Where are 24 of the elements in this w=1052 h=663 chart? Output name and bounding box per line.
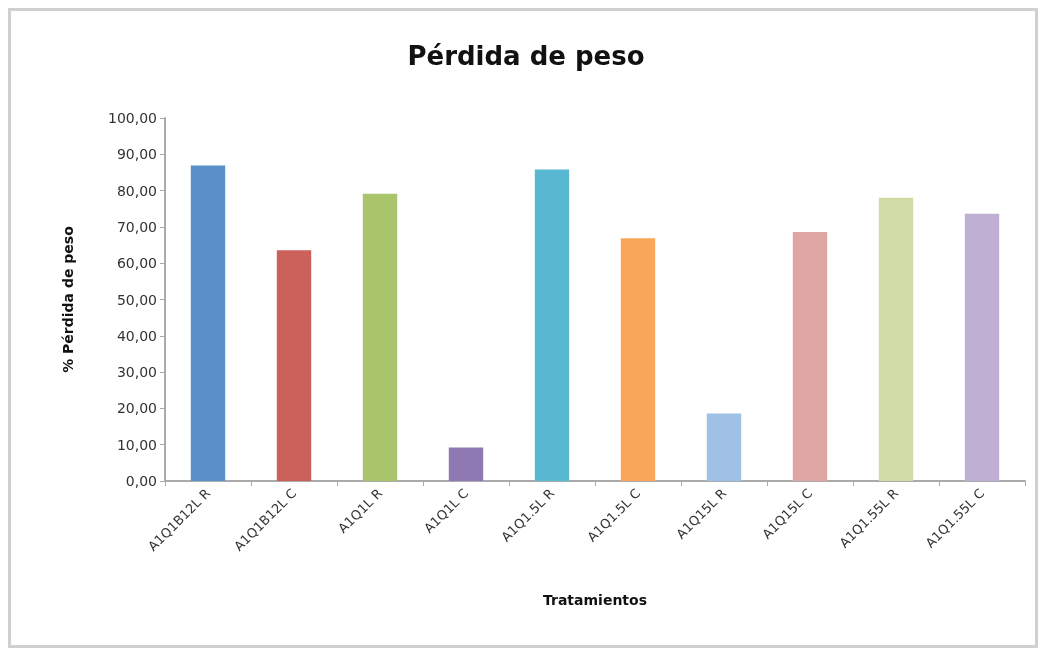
y-tick-label: 30,00 — [116, 364, 157, 381]
bar — [706, 413, 742, 481]
y-tick-label: 60,00 — [116, 255, 157, 272]
bar — [964, 213, 1000, 481]
y-tick-label: 10,00 — [116, 436, 157, 453]
bar — [190, 165, 226, 481]
y-tick-label: 50,00 — [116, 291, 157, 308]
y-tick-label: 70,00 — [116, 218, 157, 235]
bar — [620, 238, 656, 481]
x-axis-title: Tratamientos — [543, 592, 647, 608]
y-tick-label: 90,00 — [116, 146, 157, 163]
bar — [276, 250, 312, 481]
y-tick-label: 20,00 — [116, 400, 157, 417]
y-tick-label: 80,00 — [116, 182, 157, 199]
y-tick-label: 100,00 — [108, 110, 157, 126]
bar — [362, 193, 398, 481]
bar — [878, 197, 914, 481]
bar — [792, 231, 828, 481]
y-tick-label: 40,00 — [116, 327, 157, 344]
bar — [448, 447, 484, 481]
bar — [534, 169, 570, 481]
y-axis-title: % Pérdida de peso — [60, 225, 76, 373]
y-tick-label: 0,00 — [125, 473, 157, 489]
chart-title: Pérdida de peso — [407, 41, 645, 71]
